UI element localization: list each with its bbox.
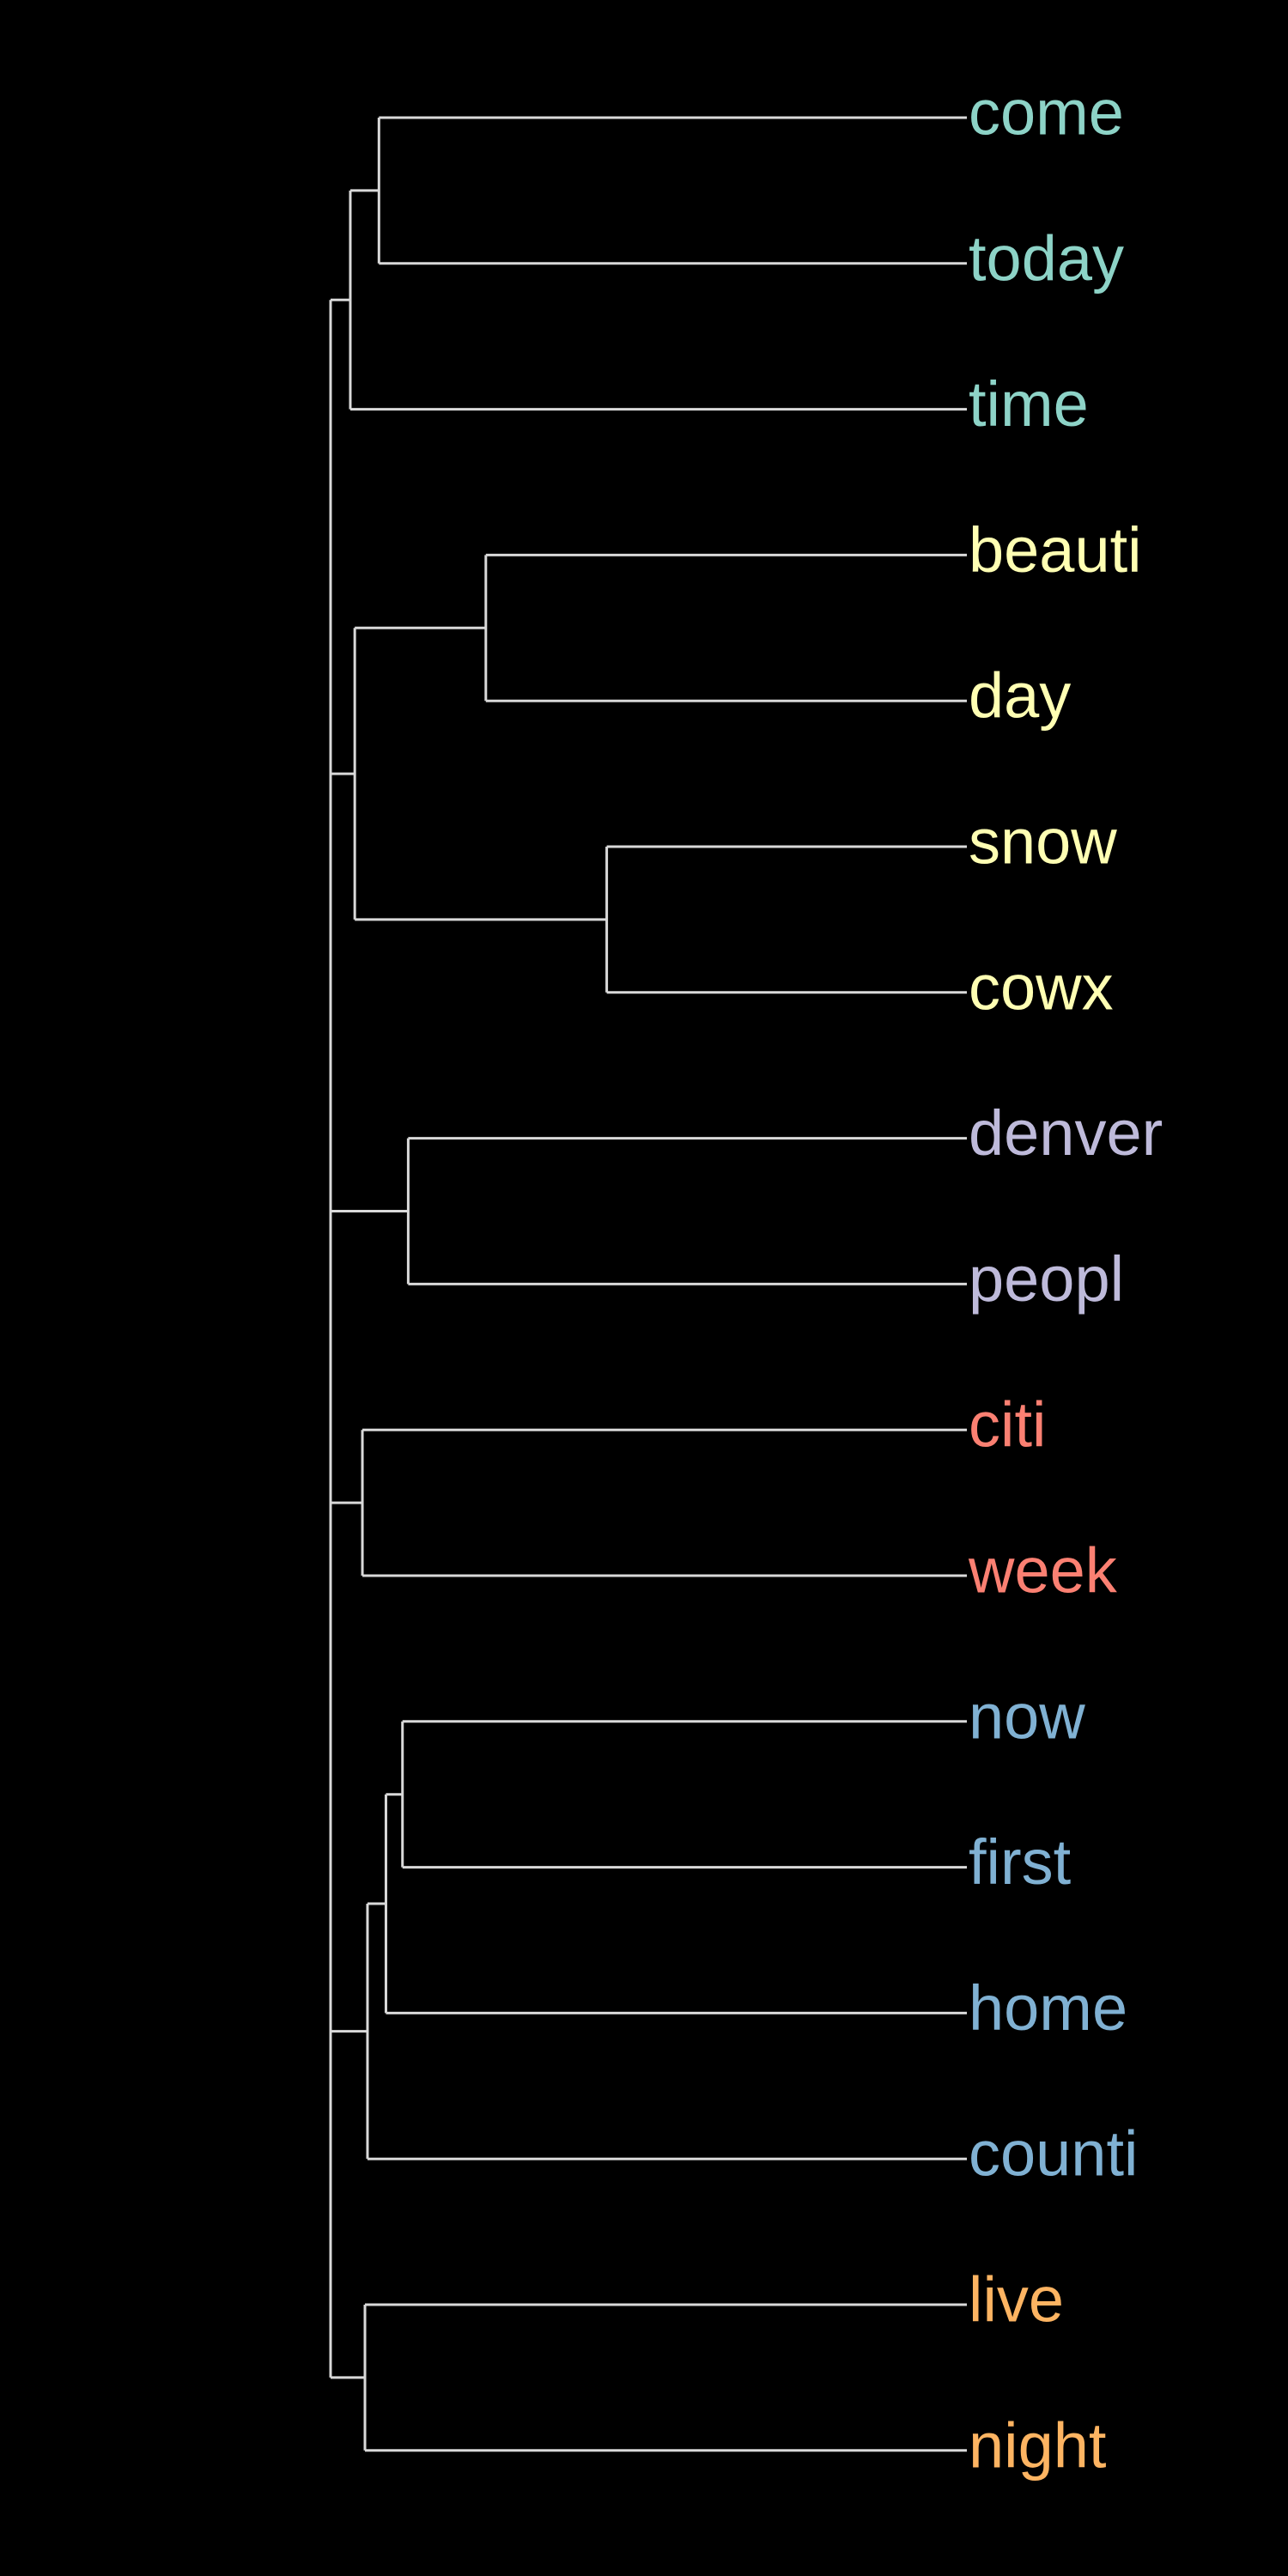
leaf-label-day: day [969,660,1071,732]
leaf-label-citi: citi [969,1389,1046,1461]
leaf-label-first: first [969,1826,1072,1898]
leaf-label-come: come [969,77,1124,149]
leaf-label-now: now [969,1680,1085,1752]
leaf-label-home: home [969,1972,1127,2044]
dendrogram-leaf-labels: come today time beauti day snow cowx denver peop… [968,77,1163,2482]
leaf-label-week: week [968,1535,1118,1607]
leaf-label-peopl: peopl [969,1243,1124,1315]
leaf-label-night: night [969,2409,1107,2481]
leaf-label-time: time [969,368,1089,440]
leaf-label-today: today [969,222,1124,294]
leaf-label-beauti: beauti [969,514,1142,586]
leaf-label-snow: snow [969,806,1117,878]
leaf-label-live: live [969,2264,1064,2336]
dendrogram-branches [329,116,967,2452]
leaf-label-cowx: cowx [969,951,1114,1023]
leaf-label-counti: counti [969,2118,1138,2190]
leaf-label-denver: denver [969,1097,1163,1169]
